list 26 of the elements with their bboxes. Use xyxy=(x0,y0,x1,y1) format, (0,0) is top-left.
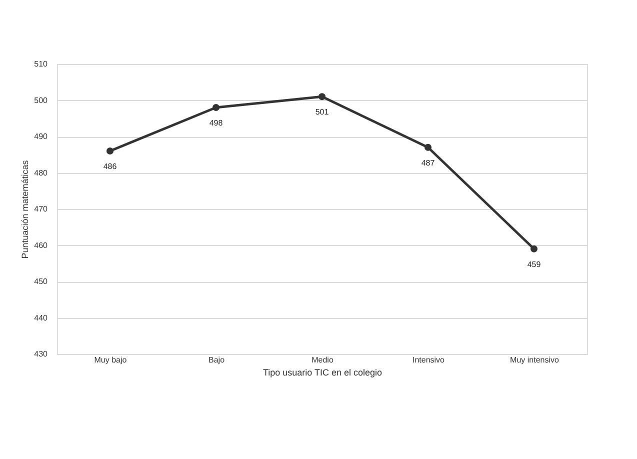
data-label: 501 xyxy=(315,108,330,117)
x-tick-label: Muy intensivo xyxy=(510,356,560,364)
y-tick-label: 470 xyxy=(34,204,48,214)
point xyxy=(106,147,114,155)
x-tick-label: Intensivo xyxy=(412,356,446,364)
point xyxy=(212,104,220,112)
point xyxy=(530,245,538,252)
data-label: 459 xyxy=(527,260,542,269)
point xyxy=(424,144,432,151)
data-label: 487 xyxy=(421,158,436,168)
y-tick-label: 480 xyxy=(34,168,48,178)
y-tick-label: 440 xyxy=(34,313,48,322)
x-tick-label: Medio xyxy=(312,356,334,364)
y-tick-label: 430 xyxy=(34,350,48,358)
x-tick-label: Bajo xyxy=(208,356,226,364)
data-label: 486 xyxy=(103,162,118,171)
x-axis-title: Tipo usuario TIC en el colegio xyxy=(262,368,382,378)
x-tick-label: Muy bajo xyxy=(94,356,128,364)
y-tick-label: 450 xyxy=(34,277,48,286)
y-tick-label: 460 xyxy=(34,240,48,250)
y-tick-label: 490 xyxy=(34,132,48,141)
data-label: 498 xyxy=(209,118,224,128)
y-tick-label: 500 xyxy=(34,96,48,105)
y-axis-title: Puntuación matemáticas xyxy=(20,160,30,259)
point xyxy=(318,93,326,100)
y-tick-label: 510 xyxy=(34,60,48,68)
